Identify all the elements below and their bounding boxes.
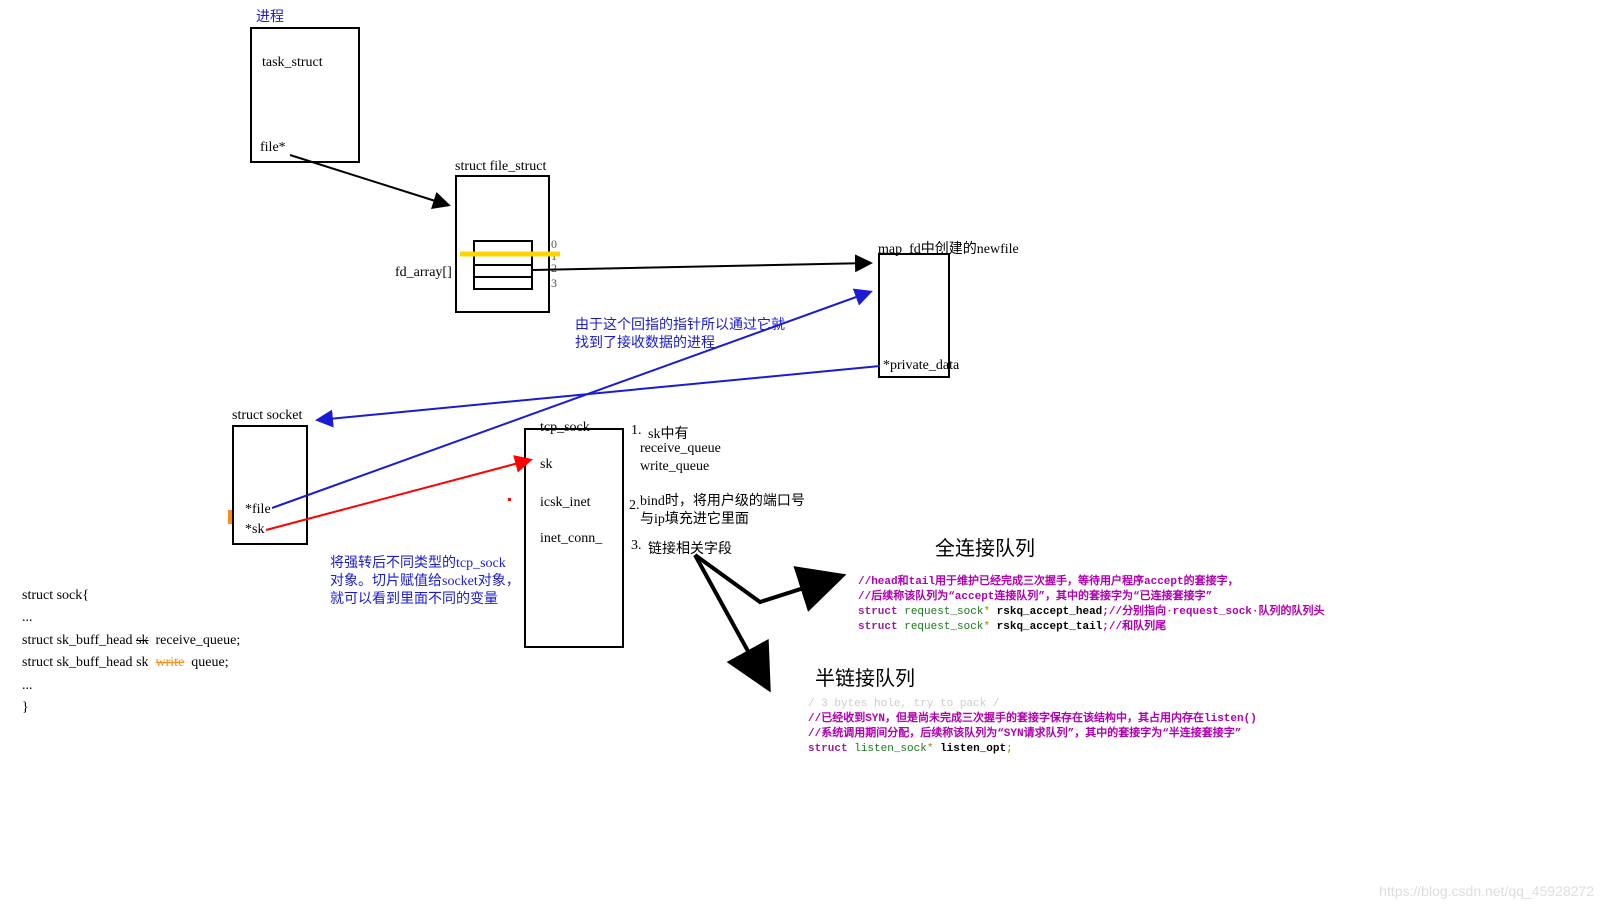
tcp-icsk: icsk_inet — [540, 495, 591, 511]
socket-sk: *sk — [245, 522, 264, 538]
sock-code-l2: ... — [22, 607, 240, 629]
sock-code-l5: ... — [22, 675, 240, 697]
arrow-to-half-queue — [695, 555, 765, 682]
sk-item-3-num: 3. — [631, 538, 642, 554]
task-struct-title: task_struct — [262, 55, 323, 71]
sock-code: struct sock{ ... struct sk_buff_head sk … — [22, 585, 240, 719]
arrow-privatedata-to-socket — [318, 366, 880, 420]
red-dot — [508, 498, 511, 501]
tcp-sock-title: tcp_sock — [540, 420, 590, 436]
orange-tick — [228, 510, 232, 524]
sk-item-2b: 与ip填充进它里面 — [640, 508, 749, 528]
sk-item-1b: receive_queue — [640, 441, 721, 457]
sk-item-2-num: 2. — [629, 498, 640, 514]
process-label: 进程 — [256, 6, 284, 26]
sk-item-2a: bind时，将用户级的端口号 — [640, 490, 805, 510]
blue-note-2c: 就可以看到里面不同的变量 — [330, 588, 498, 608]
fd-num-3: 3 — [551, 276, 557, 291]
private-data-label: *private_data — [883, 358, 959, 374]
sk-item-1c: write_queue — [640, 459, 709, 475]
sock-code-l1: struct sock{ — [22, 585, 240, 607]
sock-code-l3: struct sk_buff_head sk receive_queue; — [22, 630, 240, 652]
code-half: / 3 bytes hole, try to pack / //已经收到SYN，… — [808, 697, 1257, 756]
socket-file: *file — [245, 502, 271, 518]
fd-array-label: fd_array[] — [395, 265, 452, 281]
sk-item-3: 链接相关字段 — [648, 538, 732, 558]
file-struct-title: struct file_struct — [455, 159, 546, 175]
task-struct-file: file* — [260, 140, 286, 156]
sock-code-l6: } — [22, 697, 240, 719]
socket-box — [232, 425, 308, 545]
full-queue-title: 全连接队列 — [935, 532, 1035, 561]
code-full: //head和tail用于维护已经完成三次握手，等待用户程序accept的套接字… — [858, 575, 1325, 634]
sk-item-1-num: 1. — [631, 423, 642, 439]
half-queue-title: 半链接队列 — [815, 662, 915, 691]
blue-note-2b: 对象。切片赋值给socket对象， — [330, 570, 520, 590]
fd-row-3 — [473, 276, 533, 290]
watermark: https://blog.csdn.net/qq_45928272 — [1379, 883, 1594, 899]
blue-note-2a: 将强转后不同类型的tcp_sock — [330, 552, 506, 572]
blue-note-1b: 找到了接收数据的进程 — [575, 332, 715, 352]
socket-title: struct socket — [232, 408, 302, 424]
arrow-fd-to-newfile — [533, 263, 870, 270]
tcp-inet-conn: inet_conn_ — [540, 531, 602, 547]
newfile-title: map_fd中创建的newfile — [878, 238, 1019, 258]
sk-item-1a: sk中有 — [648, 423, 688, 443]
fd-num-2: 2 — [551, 261, 557, 276]
sock-code-l4: struct sk_buff_head sk write queue; — [22, 652, 240, 674]
tcp-sk: sk — [540, 457, 552, 473]
arrow-to-full-queue — [695, 555, 835, 602]
blue-note-1a: 由于这个回指的指针所以通过它就 — [575, 314, 785, 334]
